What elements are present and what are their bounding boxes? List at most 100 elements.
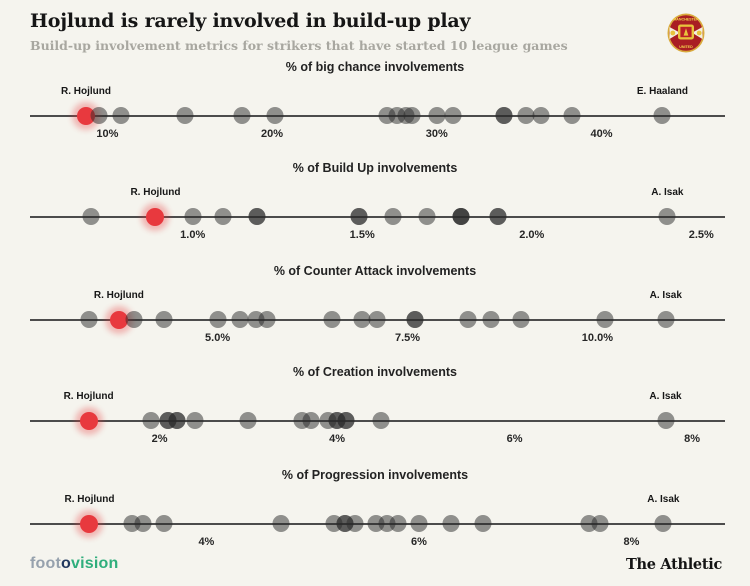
tick-label: 8% <box>684 433 701 445</box>
tick-label: 1.5% <box>349 229 375 241</box>
player-label: R. Hojlund <box>93 290 144 301</box>
data-dot <box>80 311 98 328</box>
data-dot <box>258 311 276 328</box>
player-label: R. Hojlund <box>63 391 114 402</box>
data-dot <box>372 412 390 429</box>
axis-line <box>30 115 725 117</box>
data-dot <box>337 412 355 429</box>
chart-creation: % of Creation involvements 2% 4% 6% 8% R. Ho… <box>0 365 750 465</box>
data-dot <box>482 311 500 328</box>
data-dot <box>658 208 676 225</box>
player-label: A. Isak <box>651 187 684 198</box>
data-dot <box>444 107 462 124</box>
chart-title: % of Creation involvements <box>293 365 457 379</box>
tick-label: 1.0% <box>180 229 206 241</box>
data-dot <box>657 311 675 328</box>
data-dot <box>350 208 368 225</box>
chart-build-up: % of Build Up involvements 1.0% 1.5% 2.0% 2… <box>0 161 750 261</box>
data-dot <box>214 208 232 225</box>
tick-label: 2% <box>151 433 168 445</box>
tick-label: 7.5% <box>394 332 421 344</box>
the-athletic-logo: The Athletic <box>625 556 722 573</box>
data-dot <box>176 107 194 124</box>
data-dot <box>248 208 266 225</box>
chart-title: % of Counter Attack involvements <box>273 264 477 278</box>
data-dot <box>90 107 108 124</box>
data-dot <box>452 208 470 225</box>
chart-counter-attack: % of Counter Attack involvements 5.0% 7.5… <box>0 264 750 364</box>
data-dot <box>384 208 402 225</box>
highlight-dot <box>79 411 98 430</box>
data-dot <box>184 208 202 225</box>
svg-text:MANCHESTER: MANCHESTER <box>673 18 699 22</box>
data-dot <box>266 107 284 124</box>
tick-label: 8% <box>623 536 640 548</box>
data-dot <box>512 311 530 328</box>
plot-area: 2% 4% 6% 8% R. Hojlund A. Isak <box>30 365 725 465</box>
data-dot <box>346 515 364 532</box>
tick-label: 10% <box>96 128 119 140</box>
data-dot <box>428 107 446 124</box>
data-dot <box>112 107 130 124</box>
data-dot <box>231 311 249 328</box>
player-label: E. Haaland <box>636 86 689 97</box>
svg-text:UNITED: UNITED <box>679 45 693 49</box>
axis-line <box>30 216 725 218</box>
chart-big-chance: % of big chance involvements 10% 20% 30% 40… <box>0 60 750 160</box>
highlight-dot <box>80 514 99 533</box>
player-label: A. Isak <box>649 391 682 402</box>
data-dot <box>302 412 319 429</box>
player-label: R. Hojlund <box>64 494 115 505</box>
data-dot <box>403 107 421 124</box>
plot-area: 10% 20% 30% 40% R. Hojlund E. Haaland <box>30 60 725 160</box>
tick-label: 2.0% <box>519 229 545 241</box>
player-label: R. Hojlund <box>130 187 181 198</box>
data-dot <box>459 311 477 328</box>
data-dot <box>272 515 290 532</box>
manchester-united-crest-icon: MANCHESTER UNITED <box>667 13 705 53</box>
data-dot <box>489 208 507 225</box>
data-dot <box>353 311 371 328</box>
tick-label: 4% <box>329 433 346 445</box>
data-dot <box>368 311 386 328</box>
data-dot <box>657 412 674 429</box>
data-dot <box>653 107 671 124</box>
tick-label: 4% <box>198 536 215 548</box>
data-dot <box>155 515 173 532</box>
data-dot <box>532 107 550 124</box>
data-dot <box>239 412 257 429</box>
chart-title: % of Progression involvements <box>281 468 469 482</box>
tick-label: 6% <box>506 433 523 445</box>
data-dot <box>233 107 251 124</box>
plot-area: 1.0% 1.5% 2.0% 2.5% R. Hojlund A. Isak <box>30 161 725 261</box>
data-dot <box>474 515 492 532</box>
data-dot <box>517 107 535 124</box>
data-dot <box>591 515 609 532</box>
tick-label: 40% <box>590 128 613 140</box>
footovision-logo-part1: foot <box>30 555 62 572</box>
highlight-dot <box>109 310 128 329</box>
data-dot <box>142 412 160 429</box>
tick-label: 30% <box>425 128 448 140</box>
page-subtitle: Build-up involvement metrics for striker… <box>30 38 568 53</box>
data-dot <box>125 311 143 328</box>
plot-area: 5.0% 7.5% 10.0% R. Hojlund A. Isak <box>30 264 725 364</box>
chart-title: % of Build Up involvements <box>292 161 458 175</box>
player-label: A. Isak <box>647 494 680 505</box>
data-dot <box>563 107 581 124</box>
tick-label: 20% <box>261 128 284 140</box>
player-label: R. Hojlund <box>61 86 112 97</box>
data-dot <box>186 412 204 429</box>
data-dot <box>82 208 100 225</box>
data-dot <box>209 311 227 328</box>
data-dot <box>410 515 428 532</box>
data-dot <box>323 311 341 328</box>
data-dot <box>155 311 173 328</box>
data-dot <box>389 515 407 532</box>
data-dot <box>495 107 513 124</box>
data-dot <box>418 208 436 225</box>
data-dot <box>596 311 614 328</box>
chart-progression: % of Progression involvements 4% 6% 8% R. H… <box>0 468 750 568</box>
player-label: A. Isak <box>649 290 682 301</box>
